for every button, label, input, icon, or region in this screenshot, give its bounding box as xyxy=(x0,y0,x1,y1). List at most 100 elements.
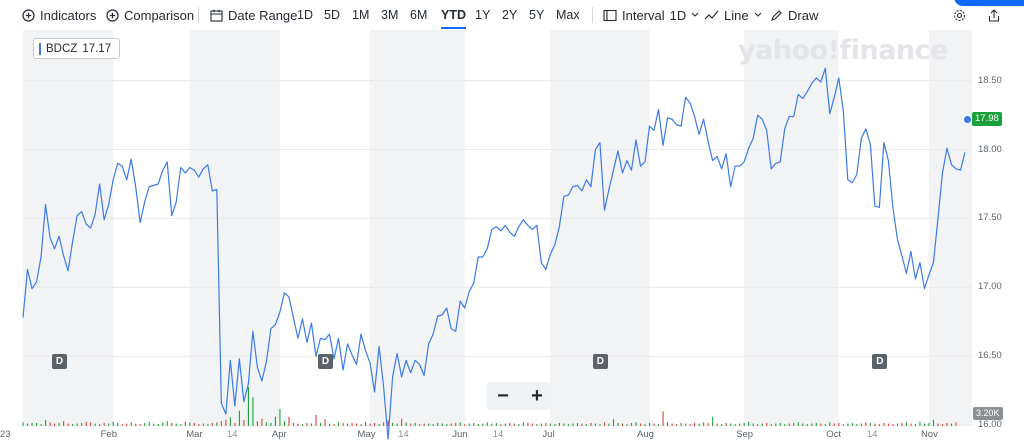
volume-bar xyxy=(198,424,200,426)
dividend-marker[interactable]: D xyxy=(872,354,888,369)
volume-bar xyxy=(139,424,141,426)
volume-bar xyxy=(495,422,497,426)
volume-bar xyxy=(869,422,871,426)
volume-bar xyxy=(157,424,159,426)
volume-bar xyxy=(770,424,772,426)
range-6m[interactable]: 6M xyxy=(410,8,428,22)
volume-bar xyxy=(797,422,799,426)
draw-button[interactable]: Draw xyxy=(770,7,818,23)
volume-bar xyxy=(558,422,560,426)
dividend-marker[interactable]: D xyxy=(592,354,608,369)
volume-bar xyxy=(775,423,777,426)
volume-bar xyxy=(901,422,903,426)
calendar-icon xyxy=(210,9,223,22)
x-tick-label: 14 xyxy=(492,429,504,440)
volume-bar xyxy=(193,422,195,426)
volume-bar xyxy=(698,423,700,426)
volume-bar xyxy=(148,421,150,426)
range-1y[interactable]: 1Y xyxy=(475,8,491,22)
chart-toolbar: Indicators Comparison Date Range 1D 5D 1… xyxy=(0,0,1024,30)
chart-type-dropdown[interactable]: Line xyxy=(704,7,762,23)
volume-bar xyxy=(315,414,317,426)
volume-bar xyxy=(396,423,398,426)
volume-bar xyxy=(784,424,786,426)
yahoo-finance-watermark: yahoo!finance xyxy=(738,35,948,66)
zoom-out-button[interactable]: − xyxy=(497,384,509,407)
plus-circle-icon xyxy=(22,8,35,22)
y-tick-label: 16.50 xyxy=(978,350,1002,362)
zoom-in-button[interactable]: + xyxy=(531,384,543,407)
dividend-marker[interactable]: D xyxy=(317,354,333,369)
volume-bar xyxy=(730,423,732,426)
volume-bar xyxy=(635,422,637,426)
volume-bar xyxy=(639,423,642,426)
volume-bar xyxy=(162,422,164,426)
x-tick-label: Apr xyxy=(271,429,287,440)
volume-bar xyxy=(446,424,448,426)
volume-bar xyxy=(734,424,736,426)
volume-bar xyxy=(842,424,844,426)
volume-bar xyxy=(590,422,592,426)
volume-bar xyxy=(410,423,412,426)
comparison-button[interactable]: Comparison xyxy=(106,7,194,23)
interval-icon xyxy=(603,9,617,22)
volume-bar xyxy=(184,421,186,426)
volume-bar xyxy=(423,423,425,426)
series-legend[interactable]: BDCZ 17.17 xyxy=(33,38,121,59)
volume-bar xyxy=(527,422,529,426)
x-tick-label: 14 xyxy=(398,429,409,440)
volume-bar xyxy=(914,424,917,426)
dividend-marker[interactable]: D xyxy=(52,354,68,369)
range-ytd[interactable]: YTD xyxy=(441,8,466,29)
price-line-series xyxy=(22,67,966,440)
volume-bar xyxy=(572,423,574,426)
volume-bar xyxy=(310,423,313,426)
interval-dropdown[interactable]: Interval 1D xyxy=(603,7,699,23)
volume-bar xyxy=(108,423,110,426)
volume-bar xyxy=(216,422,218,426)
volume-bar xyxy=(90,422,92,426)
gear-icon[interactable] xyxy=(953,9,966,22)
volume-bar xyxy=(563,423,565,426)
volume-tag: 3.20K xyxy=(973,407,1003,420)
range-1m[interactable]: 1M xyxy=(352,8,370,22)
volume-bar xyxy=(847,423,849,426)
volume-bar xyxy=(328,423,331,426)
range-2y[interactable]: 2Y xyxy=(502,8,518,22)
volume-bar xyxy=(585,424,587,426)
volume-bar xyxy=(950,423,953,426)
volume-bar xyxy=(374,422,376,426)
volume-bar xyxy=(896,423,898,426)
date-range-button[interactable]: Date Range xyxy=(210,7,297,23)
volume-bar xyxy=(937,423,939,426)
volume-bar xyxy=(621,423,624,426)
range-1d[interactable]: 1D xyxy=(297,8,313,22)
volume-bar xyxy=(504,423,506,426)
volume-bar xyxy=(265,422,267,426)
x-tick-label: Mar xyxy=(186,429,203,440)
volume-bar xyxy=(806,424,808,426)
volume-bar xyxy=(67,423,69,426)
volume-bar xyxy=(378,424,380,426)
range-max[interactable]: Max xyxy=(556,8,580,22)
volume-bar xyxy=(450,423,452,426)
volume-bar xyxy=(860,423,862,426)
chevron-down-icon xyxy=(691,12,699,18)
indicators-button[interactable]: Indicators xyxy=(22,7,96,23)
volume-bar xyxy=(545,422,547,426)
volume-bar xyxy=(536,424,538,426)
chart-type-label: Line xyxy=(724,7,749,23)
range-5d[interactable]: 5D xyxy=(324,8,340,22)
volume-bar xyxy=(49,422,51,426)
account-pill[interactable] xyxy=(954,0,1024,6)
range-3m[interactable]: 3M xyxy=(381,8,399,22)
volume-bar xyxy=(31,422,33,426)
volume-bars xyxy=(22,386,957,426)
y-tick-label: 18.50 xyxy=(978,74,1002,86)
volume-bar xyxy=(680,422,682,426)
share-icon[interactable] xyxy=(988,9,1000,22)
range-5y[interactable]: 5Y xyxy=(529,8,545,22)
volume-bar xyxy=(581,423,583,426)
volume-bar xyxy=(667,422,669,426)
volume-bar xyxy=(648,422,651,426)
